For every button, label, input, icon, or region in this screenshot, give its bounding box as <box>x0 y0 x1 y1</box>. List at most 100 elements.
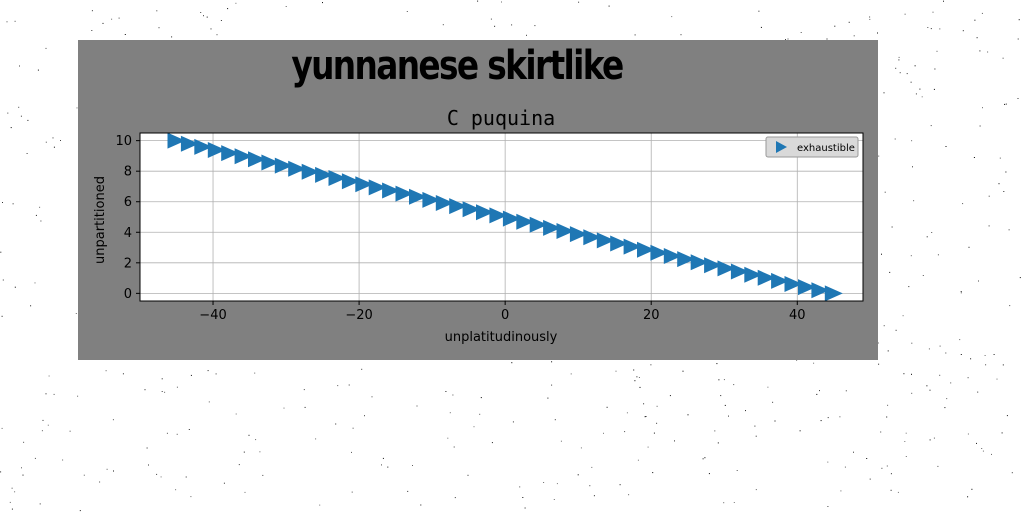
noise-dot <box>364 415 365 417</box>
noise-dot <box>407 490 409 492</box>
data-point-triangle <box>824 285 843 302</box>
noise-dot <box>754 425 756 427</box>
noise-dot <box>27 119 29 121</box>
noise-dot <box>83 474 85 476</box>
noise-dot <box>161 378 163 380</box>
noise-dot <box>895 67 897 69</box>
y-tick-label: 10 <box>115 134 132 149</box>
noise-dot <box>819 390 820 392</box>
noise-dot <box>728 415 729 417</box>
data-point-triangle <box>784 276 803 292</box>
noise-dot <box>903 373 905 375</box>
noise-dot <box>936 50 938 52</box>
noise-dot <box>881 467 883 469</box>
noise-dot <box>1 427 3 429</box>
noise-dot <box>723 379 725 381</box>
noise-dot <box>839 416 841 418</box>
x-tick-label: 20 <box>643 308 660 323</box>
noise-dot <box>1008 229 1010 231</box>
noise-dot <box>79 510 81 512</box>
noise-dot <box>227 8 229 10</box>
noise-dot <box>60 140 61 141</box>
noise-dot <box>993 354 995 355</box>
noise-dot <box>30 305 32 307</box>
data-point-triangle <box>610 235 629 252</box>
noise-dot <box>215 373 217 375</box>
noise-dot <box>164 391 166 393</box>
noise-dot <box>371 396 373 398</box>
noise-dot <box>48 375 50 377</box>
noise-dot <box>723 502 725 504</box>
noise-dot <box>69 430 71 432</box>
noise-dot <box>337 385 339 387</box>
noise-dot <box>75 313 77 314</box>
noise-dot <box>929 439 931 441</box>
noise-dot <box>259 451 261 453</box>
noise-dot <box>644 416 646 418</box>
data-point-triangle <box>798 279 816 296</box>
noise-dot <box>235 413 237 415</box>
noise-dot <box>656 422 658 424</box>
noise-dot <box>944 407 946 409</box>
axes-frame <box>139 132 864 302</box>
noise-dot <box>881 253 882 255</box>
noise-dot <box>40 220 42 222</box>
noise-dot <box>176 386 178 388</box>
noise-dot <box>146 447 148 449</box>
noise-dot <box>968 246 970 248</box>
noise-dot <box>348 384 350 386</box>
data-point-triangle <box>274 157 293 174</box>
data-point-triangle <box>355 176 374 193</box>
x-tick-label: 40 <box>789 308 806 323</box>
noise-dot <box>406 11 408 12</box>
noise-dot <box>877 342 879 344</box>
noise-dot <box>978 280 979 282</box>
x-tick-label: −40 <box>199 308 226 323</box>
data-point-triangle <box>623 238 642 255</box>
noise-dot <box>911 392 913 394</box>
noise-dot <box>511 362 513 364</box>
noise-dot <box>1018 19 1020 21</box>
data-point-triangle <box>368 179 387 196</box>
noise-dot <box>206 16 208 18</box>
noise-dot <box>578 1 580 3</box>
noise-dot <box>886 465 888 467</box>
noise-dot <box>904 13 906 15</box>
noise-dot <box>844 466 846 468</box>
noise-dot <box>14 20 16 22</box>
noise-dot <box>171 36 173 38</box>
noise-dot <box>262 474 264 476</box>
y-tick-label: 0 <box>124 287 132 302</box>
noise-dot <box>911 342 913 344</box>
noise-dot <box>1009 305 1011 307</box>
noise-dot <box>512 421 514 423</box>
noise-dot <box>491 442 493 444</box>
noise-dot <box>39 503 41 505</box>
noise-dot <box>603 432 604 434</box>
noise-dot <box>1 315 3 317</box>
noise-dot <box>207 370 209 372</box>
noise-dot <box>908 286 910 288</box>
data-point-triangle <box>435 195 454 211</box>
data-point-triangle <box>556 223 575 239</box>
noise-dot <box>767 386 769 388</box>
noise-dot <box>637 459 639 461</box>
noise-dot <box>628 494 630 496</box>
noise-dot <box>945 352 947 354</box>
noise-dot <box>890 489 892 491</box>
noise-dot <box>708 473 710 475</box>
noise-dot <box>926 236 928 238</box>
noise-dot <box>47 424 49 426</box>
noise-dot <box>905 432 907 434</box>
noise-dot <box>304 406 306 408</box>
noise-dot <box>898 56 900 58</box>
noise-dot <box>319 504 321 506</box>
noise-dot <box>112 419 114 421</box>
noise-dot <box>467 474 469 476</box>
noise-dot <box>931 232 933 233</box>
noise-dot <box>930 125 932 127</box>
noise-dot <box>53 393 55 395</box>
noise-dot <box>755 489 757 491</box>
noise-dot <box>914 65 916 67</box>
noise-dot <box>34 282 36 284</box>
